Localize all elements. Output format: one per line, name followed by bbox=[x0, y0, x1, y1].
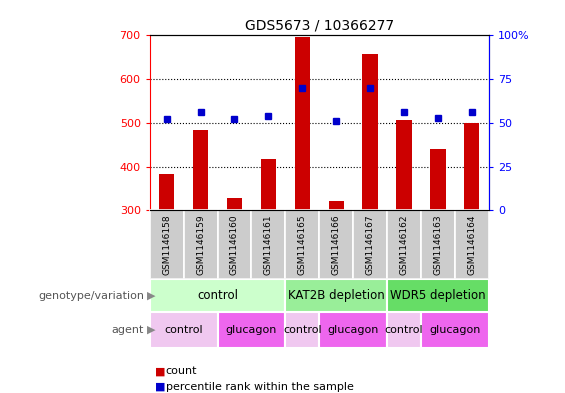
Bar bbox=[184, 210, 218, 279]
Text: agent: agent bbox=[112, 325, 144, 335]
Bar bbox=[464, 123, 479, 210]
Text: percentile rank within the sample: percentile rank within the sample bbox=[166, 382, 354, 392]
Text: count: count bbox=[166, 366, 197, 376]
Text: GSM1146159: GSM1146159 bbox=[196, 214, 205, 275]
Text: GSM1146165: GSM1146165 bbox=[298, 214, 307, 275]
Text: GSM1146162: GSM1146162 bbox=[399, 215, 408, 275]
Text: ▶: ▶ bbox=[147, 325, 155, 335]
Text: GSM1146163: GSM1146163 bbox=[433, 214, 442, 275]
Text: GSM1146164: GSM1146164 bbox=[467, 215, 476, 275]
Bar bbox=[421, 312, 489, 348]
Bar bbox=[363, 54, 377, 210]
Text: glucagon: glucagon bbox=[328, 325, 379, 335]
Bar bbox=[159, 174, 174, 210]
Text: ■: ■ bbox=[155, 366, 166, 376]
Bar bbox=[285, 312, 319, 348]
Bar bbox=[218, 210, 251, 279]
Text: GSM1146161: GSM1146161 bbox=[264, 214, 273, 275]
Text: GSM1146166: GSM1146166 bbox=[332, 214, 341, 275]
Bar bbox=[319, 210, 353, 279]
Text: glucagon: glucagon bbox=[429, 325, 480, 335]
Bar bbox=[430, 149, 445, 210]
Text: control: control bbox=[164, 325, 203, 335]
Bar bbox=[260, 159, 276, 210]
Text: ■: ■ bbox=[155, 382, 166, 392]
Bar bbox=[387, 279, 489, 312]
Bar bbox=[329, 201, 344, 210]
Title: GDS5673 / 10366277: GDS5673 / 10366277 bbox=[245, 19, 394, 33]
Text: GSM1146158: GSM1146158 bbox=[162, 214, 171, 275]
Bar bbox=[387, 210, 421, 279]
Bar bbox=[150, 312, 218, 348]
Text: control: control bbox=[283, 325, 321, 335]
Bar bbox=[193, 130, 208, 210]
Bar bbox=[227, 198, 242, 210]
Text: ▶: ▶ bbox=[147, 291, 155, 301]
Text: genotype/variation: genotype/variation bbox=[38, 291, 144, 301]
Text: control: control bbox=[385, 325, 423, 335]
Bar bbox=[387, 312, 421, 348]
Bar bbox=[353, 210, 387, 279]
Bar bbox=[421, 210, 455, 279]
Bar bbox=[285, 210, 319, 279]
Bar bbox=[319, 312, 387, 348]
Bar bbox=[251, 210, 285, 279]
Text: KAT2B depletion: KAT2B depletion bbox=[288, 289, 385, 302]
Bar bbox=[150, 210, 184, 279]
Text: WDR5 depletion: WDR5 depletion bbox=[390, 289, 486, 302]
Bar bbox=[396, 120, 411, 210]
Text: GSM1146160: GSM1146160 bbox=[230, 214, 239, 275]
Bar bbox=[150, 279, 285, 312]
Bar bbox=[295, 37, 310, 210]
Text: control: control bbox=[197, 289, 238, 302]
Bar bbox=[285, 279, 387, 312]
Bar bbox=[455, 210, 489, 279]
Bar bbox=[218, 312, 285, 348]
Text: GSM1146167: GSM1146167 bbox=[366, 214, 375, 275]
Text: glucagon: glucagon bbox=[226, 325, 277, 335]
